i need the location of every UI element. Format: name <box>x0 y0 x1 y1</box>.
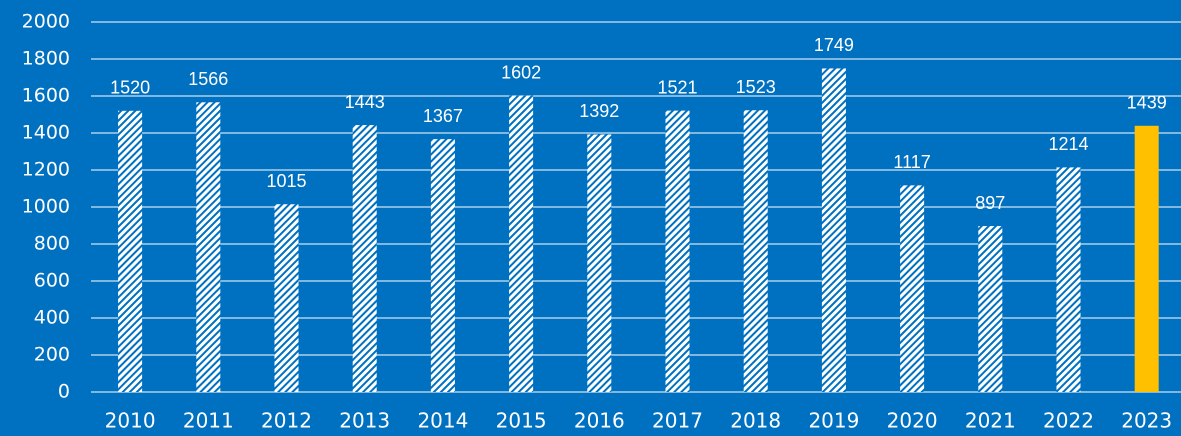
y-tick-label: 600 <box>34 270 70 292</box>
bar <box>274 204 299 392</box>
data-label: 1015 <box>266 171 306 191</box>
x-tick-label: 2019 <box>808 409 859 433</box>
x-tick-label: 2023 <box>1121 409 1172 433</box>
x-tick-label: 2014 <box>417 409 468 433</box>
y-tick-label: 1800 <box>22 48 70 70</box>
x-tick-label: 2021 <box>965 409 1016 433</box>
x-tick-label: 2022 <box>1043 409 1094 433</box>
y-tick-label: 800 <box>34 233 70 255</box>
y-tick-label: 400 <box>34 307 70 329</box>
data-label: 1566 <box>188 69 228 89</box>
data-label: 1602 <box>501 62 541 82</box>
bar <box>587 134 612 393</box>
y-tick-label: 1200 <box>22 159 70 181</box>
y-tick-label: 200 <box>34 344 70 366</box>
y-tick-label: 1000 <box>22 196 70 218</box>
x-tick-label: 2016 <box>574 409 625 433</box>
data-label: 897 <box>975 193 1005 213</box>
y-tick-label: 0 <box>58 381 70 403</box>
bar <box>665 110 690 393</box>
y-tick-label: 1600 <box>22 85 70 107</box>
x-tick-label: 2020 <box>887 409 938 433</box>
x-tick-label: 2013 <box>339 409 390 433</box>
x-tick-label: 2015 <box>496 409 547 433</box>
data-label: 1367 <box>423 106 463 126</box>
bar <box>743 110 768 393</box>
data-label: 1520 <box>110 78 150 98</box>
data-label: 1749 <box>814 35 854 55</box>
bar <box>509 95 534 392</box>
bar <box>118 110 143 393</box>
data-label: 1521 <box>657 77 697 97</box>
bar <box>1056 167 1081 392</box>
data-label: 1439 <box>1127 93 1167 113</box>
y-tick-label: 2000 <box>22 11 70 33</box>
data-label: 1523 <box>736 77 776 97</box>
bar <box>430 139 455 392</box>
bar <box>821 68 846 392</box>
x-tick-label: 2018 <box>730 409 781 433</box>
bar <box>196 102 221 392</box>
bar <box>352 125 377 393</box>
data-label: 1117 <box>893 152 930 172</box>
x-tick-label: 2012 <box>261 409 312 433</box>
bar <box>900 185 925 392</box>
bar <box>978 226 1003 392</box>
bar <box>1134 125 1159 392</box>
x-tick-label: 2011 <box>183 409 234 433</box>
data-label: 1392 <box>579 101 619 121</box>
y-tick-label: 1400 <box>22 122 70 144</box>
x-tick-label: 2017 <box>652 409 703 433</box>
data-label: 1443 <box>345 92 385 112</box>
data-label: 1214 <box>1048 134 1088 154</box>
x-tick-label: 2010 <box>105 409 156 433</box>
